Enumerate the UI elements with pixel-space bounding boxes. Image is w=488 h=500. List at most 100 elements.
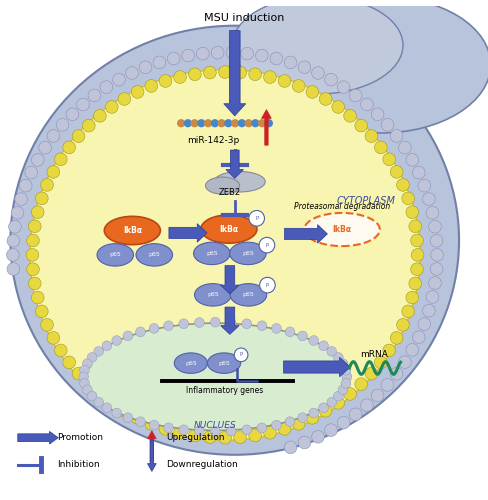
Circle shape <box>163 321 173 330</box>
Circle shape <box>62 141 75 154</box>
Circle shape <box>422 304 434 317</box>
Circle shape <box>7 262 20 276</box>
Circle shape <box>123 331 133 341</box>
Circle shape <box>211 120 218 126</box>
Circle shape <box>374 356 386 368</box>
Circle shape <box>278 74 290 88</box>
Circle shape <box>105 396 118 409</box>
Circle shape <box>80 366 89 375</box>
Text: p65: p65 <box>109 252 121 258</box>
Circle shape <box>7 234 20 247</box>
Ellipse shape <box>232 0 402 94</box>
FancyArrow shape <box>220 266 239 294</box>
Circle shape <box>396 178 408 191</box>
Circle shape <box>343 110 356 122</box>
Circle shape <box>6 248 19 261</box>
Circle shape <box>370 389 383 402</box>
Circle shape <box>285 327 294 336</box>
Circle shape <box>244 120 251 126</box>
Circle shape <box>203 66 216 79</box>
FancyArrow shape <box>284 224 327 243</box>
Circle shape <box>225 46 238 59</box>
Circle shape <box>292 418 305 430</box>
Circle shape <box>82 359 92 368</box>
Circle shape <box>62 356 75 368</box>
Circle shape <box>159 74 171 88</box>
Circle shape <box>292 80 305 92</box>
Text: p65: p65 <box>242 292 254 298</box>
Circle shape <box>389 166 402 178</box>
Circle shape <box>54 153 67 166</box>
Circle shape <box>39 142 51 154</box>
Circle shape <box>396 318 408 331</box>
FancyArrow shape <box>225 150 243 178</box>
Circle shape <box>173 70 186 84</box>
Circle shape <box>259 278 275 293</box>
Circle shape <box>408 220 421 232</box>
Circle shape <box>36 305 48 318</box>
FancyArrow shape <box>18 432 58 444</box>
Circle shape <box>333 352 343 362</box>
Circle shape <box>31 291 44 304</box>
Circle shape <box>231 120 238 126</box>
Circle shape <box>77 98 89 111</box>
Circle shape <box>380 378 393 392</box>
Circle shape <box>123 413 133 422</box>
Circle shape <box>405 154 418 166</box>
Circle shape <box>305 412 318 424</box>
Circle shape <box>102 403 112 412</box>
Circle shape <box>326 398 336 407</box>
Circle shape <box>41 318 53 331</box>
Circle shape <box>25 166 38 179</box>
Text: IkBα: IkBα <box>332 225 351 234</box>
Circle shape <box>429 234 442 247</box>
Circle shape <box>144 80 157 92</box>
Text: P: P <box>255 216 258 221</box>
Circle shape <box>324 424 337 436</box>
Circle shape <box>398 142 410 154</box>
Text: mRNA: mRNA <box>359 350 387 359</box>
Circle shape <box>118 404 130 417</box>
Circle shape <box>203 431 216 444</box>
Text: CYTOPLASM: CYTOPLASM <box>336 196 395 206</box>
Circle shape <box>343 388 356 400</box>
Circle shape <box>72 368 85 380</box>
Ellipse shape <box>205 177 239 194</box>
Circle shape <box>425 206 438 219</box>
Circle shape <box>271 324 281 334</box>
Circle shape <box>26 248 39 261</box>
Text: P: P <box>265 242 268 248</box>
Circle shape <box>31 154 44 166</box>
Circle shape <box>265 120 272 126</box>
Circle shape <box>298 61 310 74</box>
Circle shape <box>179 319 188 328</box>
Circle shape <box>380 118 393 131</box>
Circle shape <box>204 120 211 126</box>
Circle shape <box>82 385 92 394</box>
Circle shape <box>173 426 186 439</box>
Circle shape <box>135 327 145 336</box>
Ellipse shape <box>193 242 230 264</box>
Circle shape <box>360 98 372 111</box>
Circle shape <box>144 418 157 430</box>
Circle shape <box>135 417 145 426</box>
Circle shape <box>131 412 143 424</box>
Circle shape <box>370 108 383 120</box>
Circle shape <box>87 352 97 362</box>
Text: P: P <box>239 352 242 358</box>
Circle shape <box>194 318 204 328</box>
Circle shape <box>26 263 39 276</box>
Circle shape <box>285 417 294 426</box>
Text: IkBα: IkBα <box>219 224 238 234</box>
Circle shape <box>410 263 423 276</box>
Circle shape <box>263 426 276 439</box>
Circle shape <box>257 423 266 432</box>
Circle shape <box>177 120 184 126</box>
Circle shape <box>179 425 188 434</box>
Ellipse shape <box>201 215 256 243</box>
Text: NUCLUES: NUCLUES <box>193 421 236 430</box>
Circle shape <box>47 130 60 142</box>
Ellipse shape <box>10 26 458 455</box>
Circle shape <box>94 346 103 356</box>
Ellipse shape <box>83 323 346 430</box>
